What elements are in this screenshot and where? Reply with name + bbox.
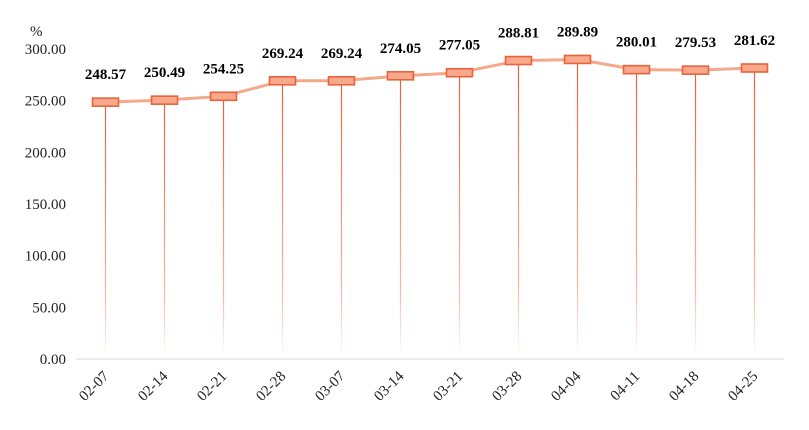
drop-line bbox=[517, 60, 520, 360]
y-tick-label: 250.00 bbox=[25, 94, 66, 110]
x-tick-label: 02-14 bbox=[135, 368, 171, 404]
y-tick-label: 300.00 bbox=[25, 42, 66, 58]
y-tick-label: 0.00 bbox=[40, 352, 66, 368]
data-label: 269.24 bbox=[321, 46, 363, 62]
data-marker bbox=[681, 65, 710, 75]
data-label: 269.24 bbox=[262, 46, 304, 62]
y-axis-ticks: 0.00 50.00 100.00 150.00 200.00 250.00 300.00 bbox=[25, 42, 66, 368]
data-marker bbox=[91, 97, 120, 107]
data-label: 250.49 bbox=[144, 65, 185, 81]
x-tick-label: 04-11 bbox=[608, 369, 644, 405]
drop-line bbox=[399, 75, 402, 359]
x-tick-label: 03-21 bbox=[430, 369, 466, 405]
data-label: 280.01 bbox=[616, 35, 657, 51]
data-label: 281.62 bbox=[734, 33, 775, 49]
data-marker bbox=[327, 75, 356, 86]
data-marker bbox=[740, 63, 769, 73]
data-label: 277.05 bbox=[439, 38, 480, 54]
x-tick-label: 03-28 bbox=[489, 369, 525, 405]
data-marker bbox=[563, 54, 592, 65]
y-tick-label: 150.00 bbox=[25, 197, 66, 213]
drop-line bbox=[222, 96, 225, 360]
drop-line bbox=[694, 70, 697, 359]
drop-line bbox=[281, 80, 284, 359]
y-tick-label: 50.00 bbox=[32, 300, 66, 316]
drop-line bbox=[753, 67, 756, 359]
x-tick-label: 04-04 bbox=[548, 368, 584, 404]
data-labels: 248.57 250.49 254.25 269.24 269.24 274.05 277.… bbox=[85, 24, 775, 83]
data-label: 288.81 bbox=[498, 26, 539, 42]
drop-lines bbox=[104, 59, 756, 360]
drop-line bbox=[340, 80, 343, 359]
x-tick-label: 03-07 bbox=[312, 368, 348, 404]
y-axis-unit: % bbox=[30, 24, 43, 40]
drop-line bbox=[635, 69, 638, 359]
y-tick-label: 200.00 bbox=[25, 145, 66, 161]
x-tick-label: 04-25 bbox=[725, 369, 761, 405]
drop-line bbox=[104, 102, 107, 359]
data-label: 279.53 bbox=[675, 35, 716, 51]
drop-line bbox=[576, 59, 579, 360]
data-label: 274.05 bbox=[380, 41, 421, 57]
x-tick-label: 03-14 bbox=[371, 368, 407, 404]
data-marker bbox=[622, 64, 651, 75]
data-marker bbox=[150, 95, 179, 105]
x-tick-label: 04-18 bbox=[666, 369, 702, 405]
data-label: 289.89 bbox=[557, 24, 598, 40]
data-marker bbox=[504, 55, 533, 66]
data-marker bbox=[386, 71, 415, 81]
x-tick-label: 02-28 bbox=[253, 369, 289, 405]
y-tick-label: 100.00 bbox=[25, 249, 66, 265]
data-marker bbox=[209, 91, 238, 102]
data-marker bbox=[445, 67, 474, 78]
x-tick-label: 02-21 bbox=[194, 369, 230, 405]
drop-line bbox=[458, 72, 461, 359]
data-markers bbox=[91, 54, 769, 107]
data-label: 254.25 bbox=[203, 61, 244, 77]
x-tick-label: 02-07 bbox=[76, 368, 112, 404]
drop-line bbox=[163, 100, 166, 359]
x-axis-ticks: 02-07 02-14 02-21 02-28 03-07 03-14 03-21 03-28… bbox=[76, 368, 761, 404]
data-marker bbox=[268, 75, 297, 86]
data-label: 248.57 bbox=[85, 67, 127, 83]
